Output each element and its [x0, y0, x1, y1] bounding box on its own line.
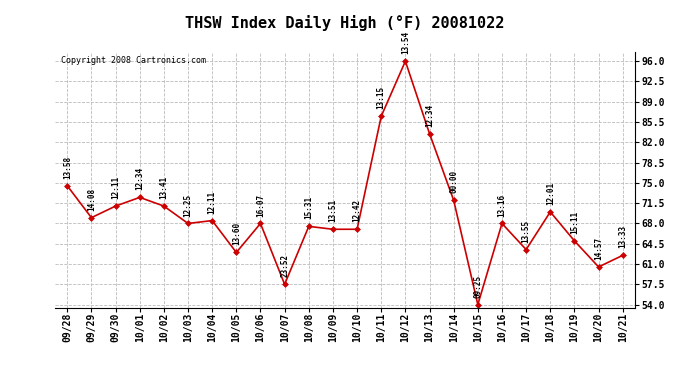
Text: 15:11: 15:11 [570, 211, 579, 234]
Text: 13:51: 13:51 [328, 199, 337, 222]
Text: 13:58: 13:58 [63, 156, 72, 179]
Text: 12:11: 12:11 [208, 190, 217, 214]
Text: 23:52: 23:52 [280, 254, 289, 278]
Text: 12:34: 12:34 [425, 104, 434, 127]
Text: 13:41: 13:41 [159, 176, 168, 199]
Text: 15:31: 15:31 [304, 196, 313, 219]
Text: 13:54: 13:54 [401, 31, 410, 54]
Text: 16:07: 16:07 [256, 194, 265, 216]
Text: 13:60: 13:60 [232, 222, 241, 246]
Text: THSW Index Daily High (°F) 20081022: THSW Index Daily High (°F) 20081022 [186, 15, 504, 31]
Text: 12:11: 12:11 [111, 176, 120, 199]
Text: 09:25: 09:25 [473, 274, 482, 298]
Text: 13:15: 13:15 [377, 86, 386, 109]
Text: 12:42: 12:42 [353, 199, 362, 222]
Text: 14:08: 14:08 [87, 188, 96, 211]
Text: 13:55: 13:55 [522, 219, 531, 243]
Text: Copyright 2008 Cartronics.com: Copyright 2008 Cartronics.com [61, 56, 206, 65]
Text: 12:25: 12:25 [184, 194, 193, 216]
Text: 13:16: 13:16 [497, 194, 506, 216]
Text: 13:33: 13:33 [618, 225, 627, 248]
Text: 14:57: 14:57 [594, 237, 603, 260]
Text: 00:00: 00:00 [449, 170, 458, 194]
Text: 12:01: 12:01 [546, 182, 555, 205]
Text: 12:34: 12:34 [135, 167, 144, 190]
